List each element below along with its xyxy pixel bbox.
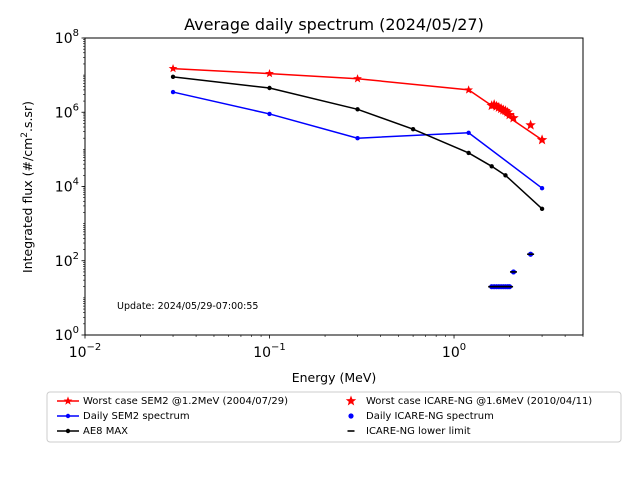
data-point	[464, 85, 474, 94]
x-axis: 10−2 10−1 100	[69, 335, 584, 361]
data-point	[355, 135, 360, 141]
data-point	[500, 105, 511, 116]
data-point	[267, 111, 272, 117]
data-point	[170, 89, 176, 95]
y-axis-label: Integrated flux (#/cm2.s.sr)	[20, 101, 35, 273]
plot-frame	[84, 37, 584, 336]
data-point	[265, 68, 274, 78]
legend-label: ICARE-NG lower limit	[366, 426, 471, 437]
legend-item-2: AE8 MAX	[57, 426, 128, 437]
legend-swatch-marker	[65, 428, 71, 434]
x-axis-label: Energy (MeV)	[292, 370, 377, 385]
data-point	[170, 74, 176, 80]
data-point	[410, 126, 416, 132]
legend-swatch-marker	[65, 413, 71, 419]
data-point	[536, 134, 548, 145]
legend-label: Daily ICARE-NG spectrum	[366, 411, 494, 422]
y-tick-label: 102	[55, 251, 79, 270]
series-line	[172, 76, 543, 210]
data-point	[525, 119, 536, 130]
series-5	[488, 253, 535, 288]
legend-item-0: Worst case SEM2 @1.2MeV (2004/07/29)	[57, 396, 288, 407]
update-annotation: Update: 2024/05/29-07:00:55	[117, 301, 258, 312]
data-point	[486, 100, 497, 111]
data-point	[355, 107, 360, 112]
data-point	[267, 85, 272, 91]
y-tick-label: 104	[55, 177, 79, 196]
x-tick-label: 10−1	[253, 342, 286, 361]
data-point	[495, 103, 507, 114]
series-layer	[168, 63, 548, 290]
plot-area: 10−2 10−1 100 100 102 104 106 108	[55, 28, 584, 361]
y-tick-label: 106	[55, 102, 79, 121]
data-point	[168, 63, 178, 73]
legend-swatch-marker	[63, 396, 73, 405]
legend: Worst case SEM2 @1.2MeV (2004/07/29) Dail…	[46, 391, 622, 443]
data-point	[502, 106, 513, 117]
legend-frame	[46, 391, 622, 443]
legend-label: Daily SEM2 spectrum	[83, 411, 190, 422]
data-point	[508, 112, 519, 123]
series-2	[170, 74, 545, 212]
legend-label: Worst case ICARE-NG @1.6MeV (2010/04/11)	[366, 396, 592, 407]
data-point	[489, 164, 494, 169]
chart-title: Average daily spectrum (2024/05/27)	[184, 15, 484, 34]
legend-label: AE8 MAX	[83, 426, 128, 437]
series-3	[486, 99, 548, 145]
x-tick-label: 100	[442, 342, 466, 361]
series-4	[489, 251, 534, 290]
data-point	[353, 74, 362, 83]
legend-swatch-marker	[345, 395, 357, 406]
y-axis-label-tail: .s.sr)	[20, 101, 35, 132]
data-point	[488, 99, 500, 110]
legend-item-4: Daily ICARE-NG spectrum	[348, 411, 494, 422]
legend-item-1: Daily SEM2 spectrum	[57, 411, 190, 422]
data-point	[539, 185, 545, 191]
legend-item-5: ICARE-NG lower limit	[347, 426, 471, 437]
data-point	[466, 150, 471, 156]
x-tick-label: 10−2	[69, 342, 102, 361]
legend-label: Worst case SEM2 @1.2MeV (2004/07/29)	[83, 396, 288, 407]
data-point	[466, 130, 471, 135]
y-tick-label: 100	[55, 325, 79, 344]
legend-swatch-marker	[348, 413, 354, 419]
data-point	[504, 109, 515, 120]
data-point	[539, 206, 545, 212]
y-axis-label-main: Integrated flux (#/cm	[20, 138, 35, 273]
data-point	[503, 173, 508, 178]
series-1	[170, 89, 545, 191]
y-axis-label-sup: 2	[20, 132, 30, 138]
y-tick-label: 108	[55, 28, 79, 47]
y-axis: 100 102 104 106 108	[55, 28, 85, 344]
legend-item-3: Worst case ICARE-NG @1.6MeV (2010/04/11)	[345, 395, 592, 407]
